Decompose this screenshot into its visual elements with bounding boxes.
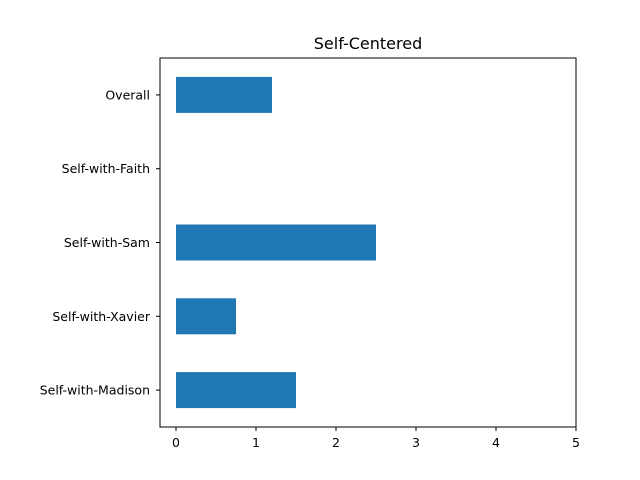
y-tick-label: Self-with-Sam: [64, 235, 150, 250]
x-tick-label: 2: [332, 435, 340, 450]
bar-self-with-sam: [176, 224, 376, 261]
y-axis: Overall Self-with-Faith Self-with-Sam Self-…: [40, 87, 160, 398]
x-axis: 0 1 2 3 4 5: [172, 427, 580, 450]
y-tick-label: Self-with-Xavier: [52, 309, 151, 324]
x-tick-label: 5: [572, 435, 580, 450]
chart-title: Self-Centered: [314, 34, 422, 53]
y-tick-label: Self-with-Madison: [40, 383, 150, 398]
y-tick-label: Self-with-Faith: [62, 161, 150, 176]
x-tick-label: 0: [172, 435, 180, 450]
y-tick-label: Overall: [105, 87, 150, 102]
x-tick-label: 1: [252, 435, 260, 450]
bar-self-with-madison: [176, 372, 296, 409]
x-tick-label: 4: [492, 435, 500, 450]
x-tick-label: 3: [412, 435, 420, 450]
bar-self-with-xavier: [176, 298, 236, 335]
bar-overall: [176, 76, 272, 113]
bars-group: [176, 76, 376, 409]
